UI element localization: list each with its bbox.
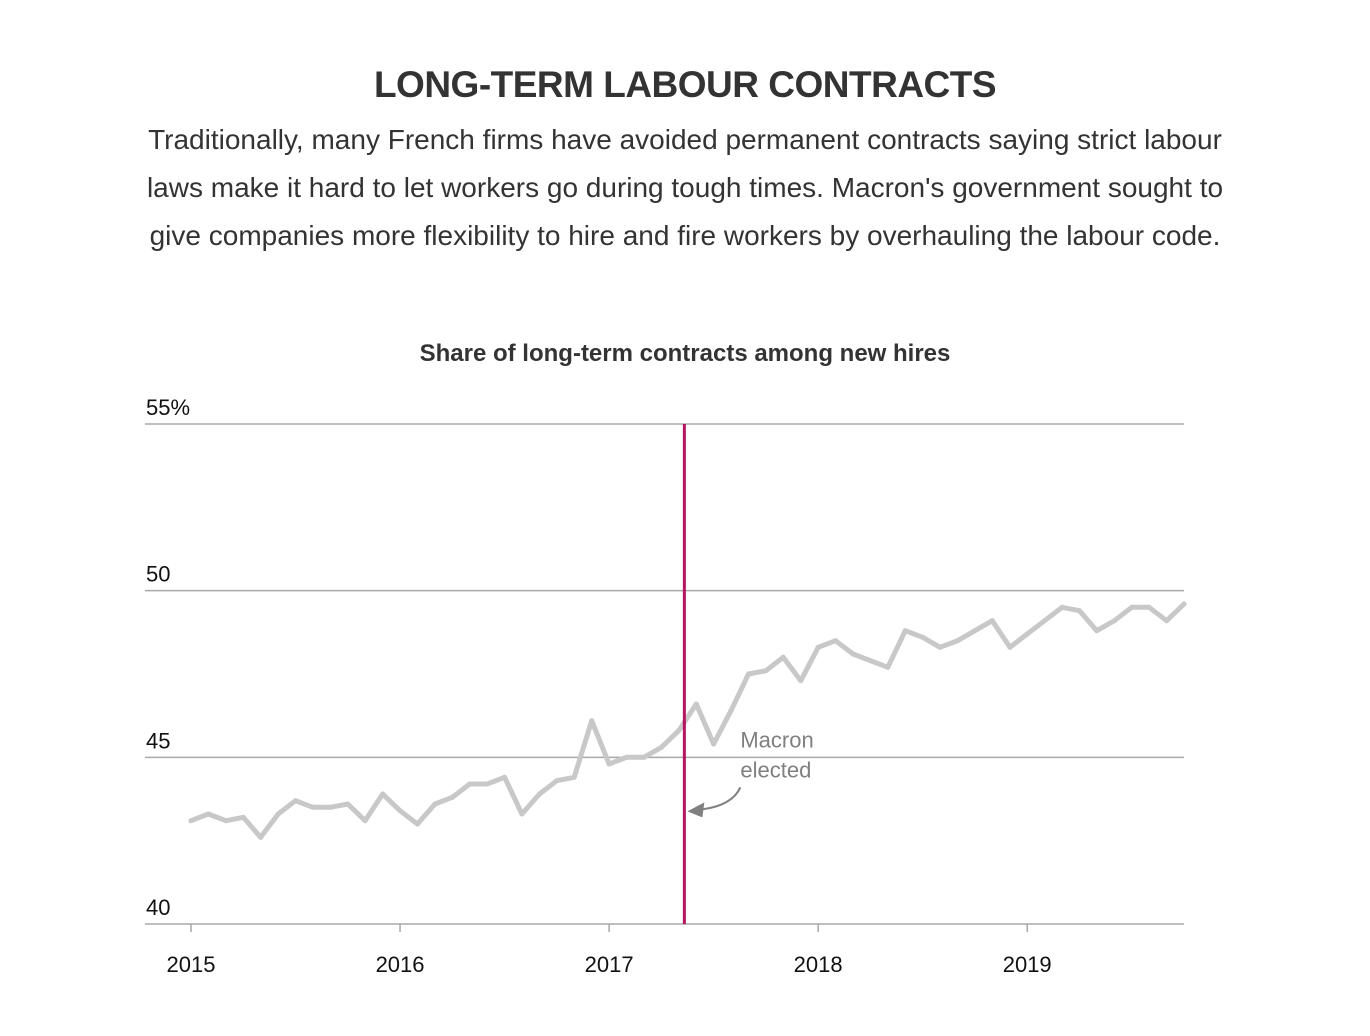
x-tick-label: 2015 (167, 952, 216, 977)
x-tick-label: 2017 (585, 952, 634, 977)
chart-title-heading: LONG-TERM LABOUR CONTRACTS (373, 64, 997, 105)
annotation-arrow (702, 786, 742, 811)
data-point (1007, 644, 1013, 650)
data-point (345, 801, 351, 807)
series-group (188, 601, 1187, 840)
x-tick-label: 2019 (1003, 952, 1052, 977)
data-point (589, 718, 595, 724)
data-point (867, 658, 873, 664)
data-point (449, 794, 455, 800)
data-point (275, 811, 281, 817)
data-point (1146, 604, 1152, 610)
y-tick-label: 55% (146, 395, 190, 420)
data-point (989, 618, 995, 624)
data-point (258, 834, 264, 840)
data-point (519, 811, 525, 817)
data-point (432, 801, 438, 807)
data-point (641, 754, 647, 760)
data-point (240, 814, 246, 820)
data-point (833, 638, 838, 644)
y-tick-label: 45 (146, 728, 170, 753)
data-point (537, 791, 542, 797)
data-point (502, 774, 508, 780)
data-point (223, 818, 229, 824)
data-point (327, 804, 333, 810)
x-axis: 2015 2016 2017 2018 2019 (167, 924, 1052, 977)
data-point (397, 808, 403, 814)
y-tick-label: 40 (146, 895, 170, 920)
data-point (815, 644, 821, 650)
data-point (711, 741, 717, 747)
data-point (467, 781, 473, 787)
data-point (624, 754, 629, 760)
data-point (1094, 628, 1100, 634)
data-point (763, 668, 769, 674)
data-point (937, 644, 943, 650)
data-point (571, 774, 577, 780)
annotation-label: Macron (740, 727, 813, 752)
data-point (554, 778, 560, 784)
data-point (484, 781, 490, 787)
data-point (1181, 601, 1187, 607)
data-point (1077, 608, 1082, 614)
data-point (902, 628, 908, 634)
data-point (972, 628, 978, 634)
y-axis: 40 45 50 55% (146, 395, 190, 920)
data-point (885, 664, 891, 670)
data-point (728, 708, 734, 714)
annotation-group: Macron elected (687, 727, 814, 818)
data-point (1129, 604, 1135, 610)
data-point (780, 654, 786, 660)
data-point (1024, 631, 1030, 637)
data-point (205, 811, 211, 817)
data-point (188, 818, 194, 824)
data-point (676, 728, 682, 734)
series-line (188, 601, 1187, 840)
y-tick-label: 50 (146, 562, 170, 587)
gridlines (145, 423, 1184, 925)
data-point (658, 744, 664, 750)
data-point (746, 671, 751, 677)
data-point (362, 818, 368, 824)
data-point (1164, 618, 1170, 624)
chart-subtitle: Traditionally, many French firms have av… (146, 124, 1224, 251)
data-point (1111, 618, 1117, 624)
data-point (310, 804, 316, 810)
data-point (1059, 604, 1065, 610)
annotation-arrowhead (687, 802, 705, 818)
data-point (606, 761, 612, 767)
data-point (293, 798, 298, 804)
x-tick-label: 2016 (376, 952, 425, 977)
data-point (920, 634, 926, 640)
x-tick-label: 2018 (794, 952, 843, 977)
data-point (693, 701, 699, 707)
data-point (798, 678, 804, 684)
data-point (850, 651, 856, 657)
annotation-label: elected (740, 757, 811, 782)
data-point (955, 638, 961, 644)
data-point (414, 821, 420, 827)
data-point (1042, 618, 1048, 624)
chart-caption: Share of long-term contracts among new h… (419, 340, 951, 367)
data-point (380, 791, 386, 797)
